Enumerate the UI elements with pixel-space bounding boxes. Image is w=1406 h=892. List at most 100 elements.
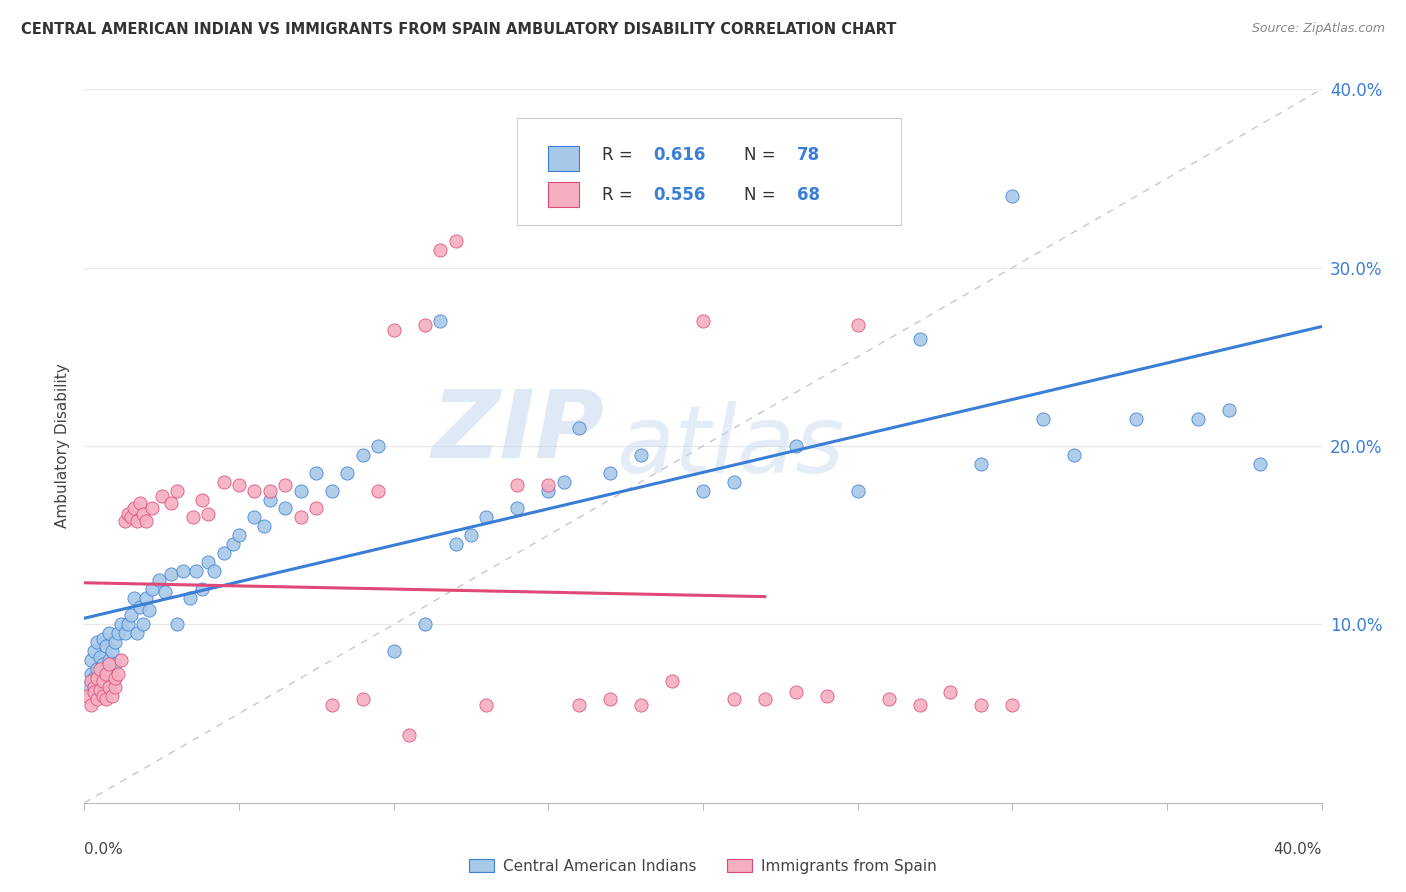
Point	[1001, 698, 1024, 712]
Point	[939, 685, 962, 699]
Point	[413, 617, 436, 632]
Point	[79, 667, 101, 681]
Point	[76, 680, 98, 694]
Point	[506, 478, 529, 492]
Point	[413, 318, 436, 332]
Point	[86, 692, 108, 706]
Point	[908, 698, 931, 712]
Point	[91, 674, 114, 689]
Point	[129, 599, 152, 614]
Point	[398, 728, 420, 742]
Point	[184, 564, 207, 578]
Point	[1187, 412, 1209, 426]
Point	[877, 692, 900, 706]
Point	[98, 680, 121, 694]
Point	[305, 466, 328, 480]
Point	[568, 421, 591, 435]
Point	[79, 653, 101, 667]
Point	[460, 528, 482, 542]
Point	[160, 567, 183, 582]
Point	[150, 489, 173, 503]
Point	[723, 692, 745, 706]
Point	[101, 689, 124, 703]
Point	[785, 685, 807, 699]
Point	[117, 507, 139, 521]
Point	[228, 528, 250, 542]
Point	[104, 671, 127, 685]
Point	[94, 639, 117, 653]
Point	[153, 585, 176, 599]
Point	[132, 617, 155, 632]
Point	[148, 573, 170, 587]
Point	[253, 519, 276, 533]
Point	[179, 591, 201, 605]
Point	[506, 501, 529, 516]
Point	[1249, 457, 1271, 471]
Point	[83, 680, 105, 694]
Point	[94, 692, 117, 706]
Point	[305, 501, 328, 516]
Point	[599, 466, 621, 480]
Point	[243, 483, 266, 498]
Point	[630, 448, 652, 462]
Point	[444, 537, 467, 551]
Point	[1218, 403, 1240, 417]
Text: 78: 78	[797, 146, 820, 164]
Point	[98, 626, 121, 640]
Point	[120, 510, 142, 524]
Point	[91, 632, 114, 646]
Point	[197, 507, 219, 521]
Y-axis label: Ambulatory Disability: Ambulatory Disability	[55, 364, 70, 528]
Bar	[548, 146, 579, 171]
Point	[692, 314, 714, 328]
Point	[94, 662, 117, 676]
Point	[382, 644, 405, 658]
Point	[382, 323, 405, 337]
Point	[125, 514, 148, 528]
FancyBboxPatch shape	[517, 118, 901, 225]
Point	[599, 692, 621, 706]
Point	[122, 501, 145, 516]
Point	[120, 608, 142, 623]
Point	[94, 667, 117, 681]
Point	[537, 478, 560, 492]
Point	[114, 626, 136, 640]
Point	[367, 483, 389, 498]
Point	[114, 514, 136, 528]
Point	[970, 698, 993, 712]
Point	[352, 448, 374, 462]
Text: Source: ZipAtlas.com: Source: ZipAtlas.com	[1251, 22, 1385, 36]
Point	[661, 674, 683, 689]
Point	[98, 657, 121, 671]
Text: R =: R =	[602, 146, 637, 164]
Point	[98, 653, 121, 667]
Text: N =: N =	[744, 186, 780, 203]
Point	[321, 483, 343, 498]
Point	[107, 626, 129, 640]
Point	[429, 243, 451, 257]
Point	[104, 635, 127, 649]
Point	[107, 667, 129, 681]
Point	[89, 674, 111, 689]
Point	[79, 674, 101, 689]
Point	[568, 698, 591, 712]
Point	[122, 591, 145, 605]
Point	[815, 689, 838, 703]
Point	[91, 657, 114, 671]
Point	[1032, 412, 1054, 426]
Point	[259, 492, 281, 507]
Point	[104, 657, 127, 671]
Point	[86, 662, 108, 676]
Point	[970, 457, 993, 471]
Point	[191, 492, 214, 507]
Text: R =: R =	[602, 186, 637, 203]
Point	[83, 644, 105, 658]
Text: N =: N =	[744, 146, 780, 164]
Text: atlas: atlas	[616, 401, 845, 491]
Point	[444, 234, 467, 248]
Point	[135, 591, 157, 605]
Point	[846, 483, 869, 498]
Point	[160, 496, 183, 510]
Text: ZIP: ZIP	[432, 385, 605, 478]
Point	[290, 510, 312, 524]
